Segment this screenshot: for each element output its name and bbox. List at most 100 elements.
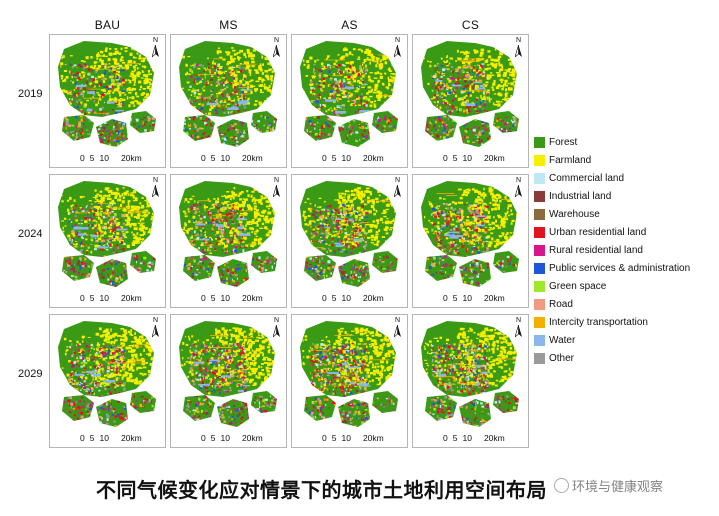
- scale-bar: 0 5 10 20km: [201, 433, 268, 443]
- scale-tick: 0: [322, 153, 327, 163]
- legend-item: Road: [534, 295, 690, 313]
- legend-item: Water: [534, 331, 690, 349]
- north-arrow-icon: N: [272, 37, 281, 57]
- scale-bar: 0 5 10 20km: [443, 433, 510, 443]
- scale-tick: 0: [80, 153, 85, 163]
- scale-bar: 0 5 10 20km: [80, 433, 147, 443]
- legend-item: Commercial land: [534, 169, 690, 187]
- legend-label: Road: [549, 298, 573, 310]
- row-label-2024: 2024: [18, 228, 43, 240]
- land-use-map: [58, 181, 156, 287]
- scale-bar: 0 5 10 20km: [443, 153, 510, 163]
- map-panel-as-2029: N 0 5 10 20km: [291, 314, 408, 448]
- land-use-map: [300, 321, 398, 427]
- north-arrow-icon: N: [272, 317, 281, 337]
- north-arrow-shape: [273, 325, 280, 337]
- north-label: N: [152, 177, 159, 184]
- scale-tick: 20km: [362, 433, 384, 443]
- scale-tick: 0: [322, 433, 327, 443]
- north-arrow-shape: [394, 45, 401, 57]
- scale-tick: 5: [210, 153, 216, 163]
- north-label: N: [394, 177, 401, 184]
- scale-bar: 0 5 10 20km: [80, 293, 147, 303]
- column-header-cs: CS: [461, 18, 480, 32]
- scale-tick: 5: [89, 293, 95, 303]
- north-arrow-shape: [515, 45, 522, 57]
- scale-tick: 10: [341, 293, 351, 303]
- column-header-bau: BAU: [94, 18, 121, 32]
- north-label: N: [273, 37, 280, 44]
- scale-tick: 20km: [241, 293, 263, 303]
- scale-tick: 10: [341, 153, 351, 163]
- map-panel-cs-2029: N 0 5 10 20km: [412, 314, 529, 448]
- north-arrow-shape: [394, 325, 401, 337]
- legend-swatch: [534, 334, 545, 346]
- land-use-map: [300, 181, 398, 287]
- map-panel-as-2024: N 0 5 10 20km: [291, 174, 408, 308]
- scale-tick: 20km: [362, 153, 384, 163]
- north-label: N: [394, 317, 401, 324]
- legend-swatch: [534, 280, 545, 292]
- scale-tick: 20km: [483, 153, 505, 163]
- north-arrow-icon: N: [393, 317, 402, 337]
- north-label: N: [273, 177, 280, 184]
- map-panel-as-2019: N 0 5 10 20km: [291, 34, 408, 168]
- north-arrow-shape: [152, 45, 159, 57]
- north-arrow-shape: [273, 185, 280, 197]
- watermark: 环境与健康观察: [554, 476, 663, 495]
- legend-item: Forest: [534, 133, 690, 151]
- scale-tick: 0: [80, 293, 85, 303]
- legend-label: Farmland: [549, 154, 592, 166]
- legend-swatch: [534, 298, 545, 310]
- legend-item: Green space: [534, 277, 690, 295]
- legend-label: Water: [549, 334, 576, 346]
- north-arrow-icon: N: [514, 37, 523, 57]
- scale-tick: 5: [331, 293, 337, 303]
- north-label: N: [152, 317, 159, 324]
- scale-tick: 0: [443, 433, 448, 443]
- scale-tick: 5: [452, 433, 458, 443]
- scale-tick: 10: [220, 293, 230, 303]
- land-use-map: [421, 41, 519, 147]
- column-header-as: AS: [341, 18, 358, 32]
- land-use-map: [421, 321, 519, 427]
- scale-tick: 10: [220, 153, 230, 163]
- scale-tick: 0: [322, 293, 327, 303]
- legend-swatch: [534, 190, 545, 202]
- scale-tick: 5: [210, 433, 216, 443]
- scale-tick: 10: [99, 153, 109, 163]
- legend-swatch: [534, 208, 545, 220]
- scale-tick: 20km: [120, 433, 142, 443]
- scale-tick: 0: [443, 153, 448, 163]
- north-arrow-shape: [515, 325, 522, 337]
- watermark-text: 环境与健康观察: [572, 479, 664, 494]
- scale-tick: 20km: [241, 433, 263, 443]
- north-arrow-icon: N: [393, 37, 402, 57]
- north-arrow-icon: N: [151, 317, 160, 337]
- legend-swatch: [534, 154, 545, 166]
- legend-label: Public services & administration: [549, 262, 691, 274]
- north-label: N: [394, 37, 401, 44]
- legend-label: Intercity transportation: [549, 316, 648, 328]
- north-label: N: [515, 37, 522, 44]
- scale-tick: 10: [99, 293, 109, 303]
- north-arrow-icon: N: [272, 177, 281, 197]
- scale-tick: 0: [80, 433, 85, 443]
- scale-tick: 0: [443, 293, 448, 303]
- scale-tick: 10: [220, 433, 230, 443]
- scale-tick: 20km: [483, 293, 505, 303]
- legend-swatch: [534, 316, 545, 328]
- north-arrow-shape: [152, 325, 159, 337]
- watermark-logo-icon: [554, 478, 569, 493]
- land-use-map: [58, 321, 156, 427]
- scale-tick: 10: [99, 433, 109, 443]
- map-panel-ms-2029: N 0 5 10 20km: [170, 314, 287, 448]
- figure-caption: 不同气候变化应对情景下的城市土地利用空间布局: [96, 478, 547, 502]
- north-arrow-icon: N: [393, 177, 402, 197]
- legend: Forest Farmland Commercial land Industrial …: [534, 133, 690, 367]
- north-arrow-shape: [394, 185, 401, 197]
- scale-tick: 20km: [362, 293, 384, 303]
- north-label: N: [515, 177, 522, 184]
- map-panel-ms-2024: N 0 5 10 20km: [170, 174, 287, 308]
- scale-tick: 10: [462, 153, 472, 163]
